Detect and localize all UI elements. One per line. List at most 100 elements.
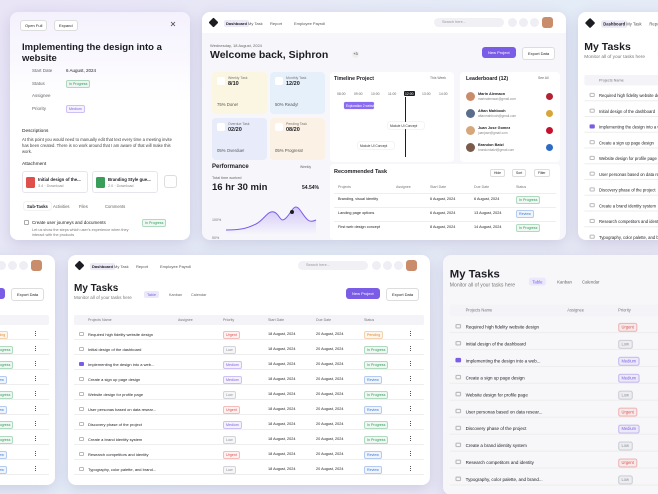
row-checkbox[interactable] <box>589 186 595 192</box>
export-button[interactable]: Export Data <box>522 47 556 60</box>
row-menu[interactable] <box>35 346 36 351</box>
row-checkbox[interactable] <box>455 357 461 363</box>
row-checkbox[interactable] <box>455 425 461 431</box>
attachment[interactable]: Initial design of the... 3.4 · Download <box>22 171 88 193</box>
icon-button[interactable] <box>8 261 17 270</box>
row-checkbox[interactable] <box>79 406 84 411</box>
view-tab[interactable]: Calendar <box>191 292 207 297</box>
row-menu[interactable] <box>35 436 36 441</box>
new-project-button[interactable]: New Project <box>346 288 380 299</box>
row-menu[interactable] <box>410 436 411 441</box>
row-menu[interactable] <box>35 361 36 366</box>
row-menu[interactable] <box>410 376 411 381</box>
row-menu[interactable] <box>410 421 411 426</box>
row-checkbox[interactable] <box>589 234 595 239</box>
tab[interactable]: Files <box>79 203 88 209</box>
icon-button[interactable] <box>519 18 528 27</box>
row-menu[interactable] <box>35 331 36 336</box>
nav-item[interactable]: Dashboard <box>224 20 249 27</box>
row-menu[interactable] <box>35 391 36 396</box>
row-checkbox[interactable] <box>79 421 84 426</box>
nav-item[interactable]: Employee Payroll <box>294 21 326 26</box>
row-checkbox[interactable] <box>79 391 84 396</box>
profile-avatar[interactable] <box>542 17 553 28</box>
row-checkbox[interactable] <box>79 331 84 336</box>
profile-avatar[interactable] <box>31 260 42 271</box>
open-full-button[interactable]: Open Full <box>20 20 48 31</box>
new-project-button[interactable]: New Project <box>482 47 516 58</box>
row-checkbox[interactable] <box>589 155 595 161</box>
row-checkbox[interactable] <box>455 340 461 346</box>
row-menu[interactable] <box>410 406 411 411</box>
row-checkbox[interactable] <box>589 123 595 129</box>
row-checkbox[interactable] <box>589 202 595 208</box>
row-menu[interactable] <box>410 346 411 351</box>
search-box[interactable]: Search here... <box>298 261 368 270</box>
row-menu[interactable] <box>35 406 36 411</box>
row-checkbox[interactable] <box>455 459 461 465</box>
nav-item[interactable]: Report <box>649 21 658 27</box>
control-button[interactable]: Hide <box>490 169 505 177</box>
export-button[interactable]: Export Data <box>386 288 420 301</box>
view-tab[interactable]: Calendar <box>581 279 600 284</box>
row-checkbox[interactable] <box>79 451 84 456</box>
view-tab[interactable]: Kanban <box>169 292 183 297</box>
icon-button[interactable] <box>0 261 6 270</box>
tab[interactable]: Activities <box>53 203 70 209</box>
view-tab[interactable]: Kanban <box>557 279 572 284</box>
row-checkbox[interactable] <box>455 391 461 397</box>
row-checkbox[interactable] <box>79 346 84 351</box>
row-menu[interactable] <box>410 361 411 366</box>
view-tab[interactable]: Table <box>528 277 546 286</box>
row-menu[interactable] <box>410 466 411 471</box>
icon-button[interactable] <box>19 261 28 270</box>
view-tab[interactable]: Table <box>144 291 160 298</box>
close-icon[interactable] <box>170 21 176 27</box>
icon-button[interactable] <box>372 261 381 270</box>
performance-filter[interactable]: Weekly <box>300 165 312 169</box>
export-button[interactable]: Export Data <box>11 288 45 301</box>
nav-item[interactable]: Report <box>136 264 149 269</box>
row-checkbox[interactable] <box>589 171 595 176</box>
expand-button[interactable]: Expand <box>54 20 78 31</box>
row-menu[interactable] <box>35 376 36 381</box>
row-checkbox[interactable] <box>79 466 84 471</box>
control-button[interactable]: Filter <box>534 169 550 177</box>
nav-item[interactable]: My Task <box>114 264 129 269</box>
add-attachment[interactable] <box>164 175 177 188</box>
nav-item[interactable]: Report <box>270 21 283 26</box>
attachment[interactable]: Branding Style gue... 2.0 · Download <box>92 171 158 193</box>
row-menu[interactable] <box>410 451 411 456</box>
row-checkbox[interactable] <box>79 436 84 441</box>
row-checkbox[interactable] <box>455 374 461 380</box>
row-menu[interactable] <box>35 421 36 426</box>
row-checkbox[interactable] <box>589 218 595 224</box>
icon-button[interactable] <box>530 18 539 27</box>
leaderboard-filter[interactable]: See All <box>538 76 549 80</box>
row-menu[interactable] <box>35 451 36 456</box>
search-box[interactable]: Search here... <box>434 18 504 27</box>
row-checkbox[interactable] <box>455 442 461 448</box>
control-button[interactable]: Sort <box>512 169 527 177</box>
row-checkbox[interactable] <box>589 139 595 145</box>
row-checkbox[interactable] <box>589 108 595 113</box>
nav-item[interactable]: Dashboard <box>90 263 115 270</box>
timeline-filter[interactable]: This Week <box>430 76 446 80</box>
icon-button[interactable] <box>394 261 403 270</box>
nav-item[interactable]: Employee Payroll <box>160 264 192 269</box>
row-checkbox[interactable] <box>589 92 595 98</box>
row-checkbox[interactable] <box>455 475 461 482</box>
profile-avatar[interactable] <box>406 260 417 271</box>
nav-item[interactable]: My Task <box>248 21 263 26</box>
nav-item[interactable]: Dashboard <box>601 20 628 28</box>
row-checkbox[interactable] <box>455 323 461 329</box>
new-project-button[interactable]: New Project <box>0 288 5 299</box>
row-checkbox[interactable] <box>79 361 84 366</box>
icon-button[interactable] <box>383 261 392 270</box>
tab[interactable]: Sub-Tasks <box>24 202 51 210</box>
nav-item[interactable]: My Task <box>626 21 642 27</box>
icon-button[interactable] <box>508 18 517 27</box>
row-checkbox[interactable] <box>455 408 461 414</box>
tab[interactable]: Comments <box>105 203 126 209</box>
row-checkbox[interactable] <box>79 376 84 381</box>
